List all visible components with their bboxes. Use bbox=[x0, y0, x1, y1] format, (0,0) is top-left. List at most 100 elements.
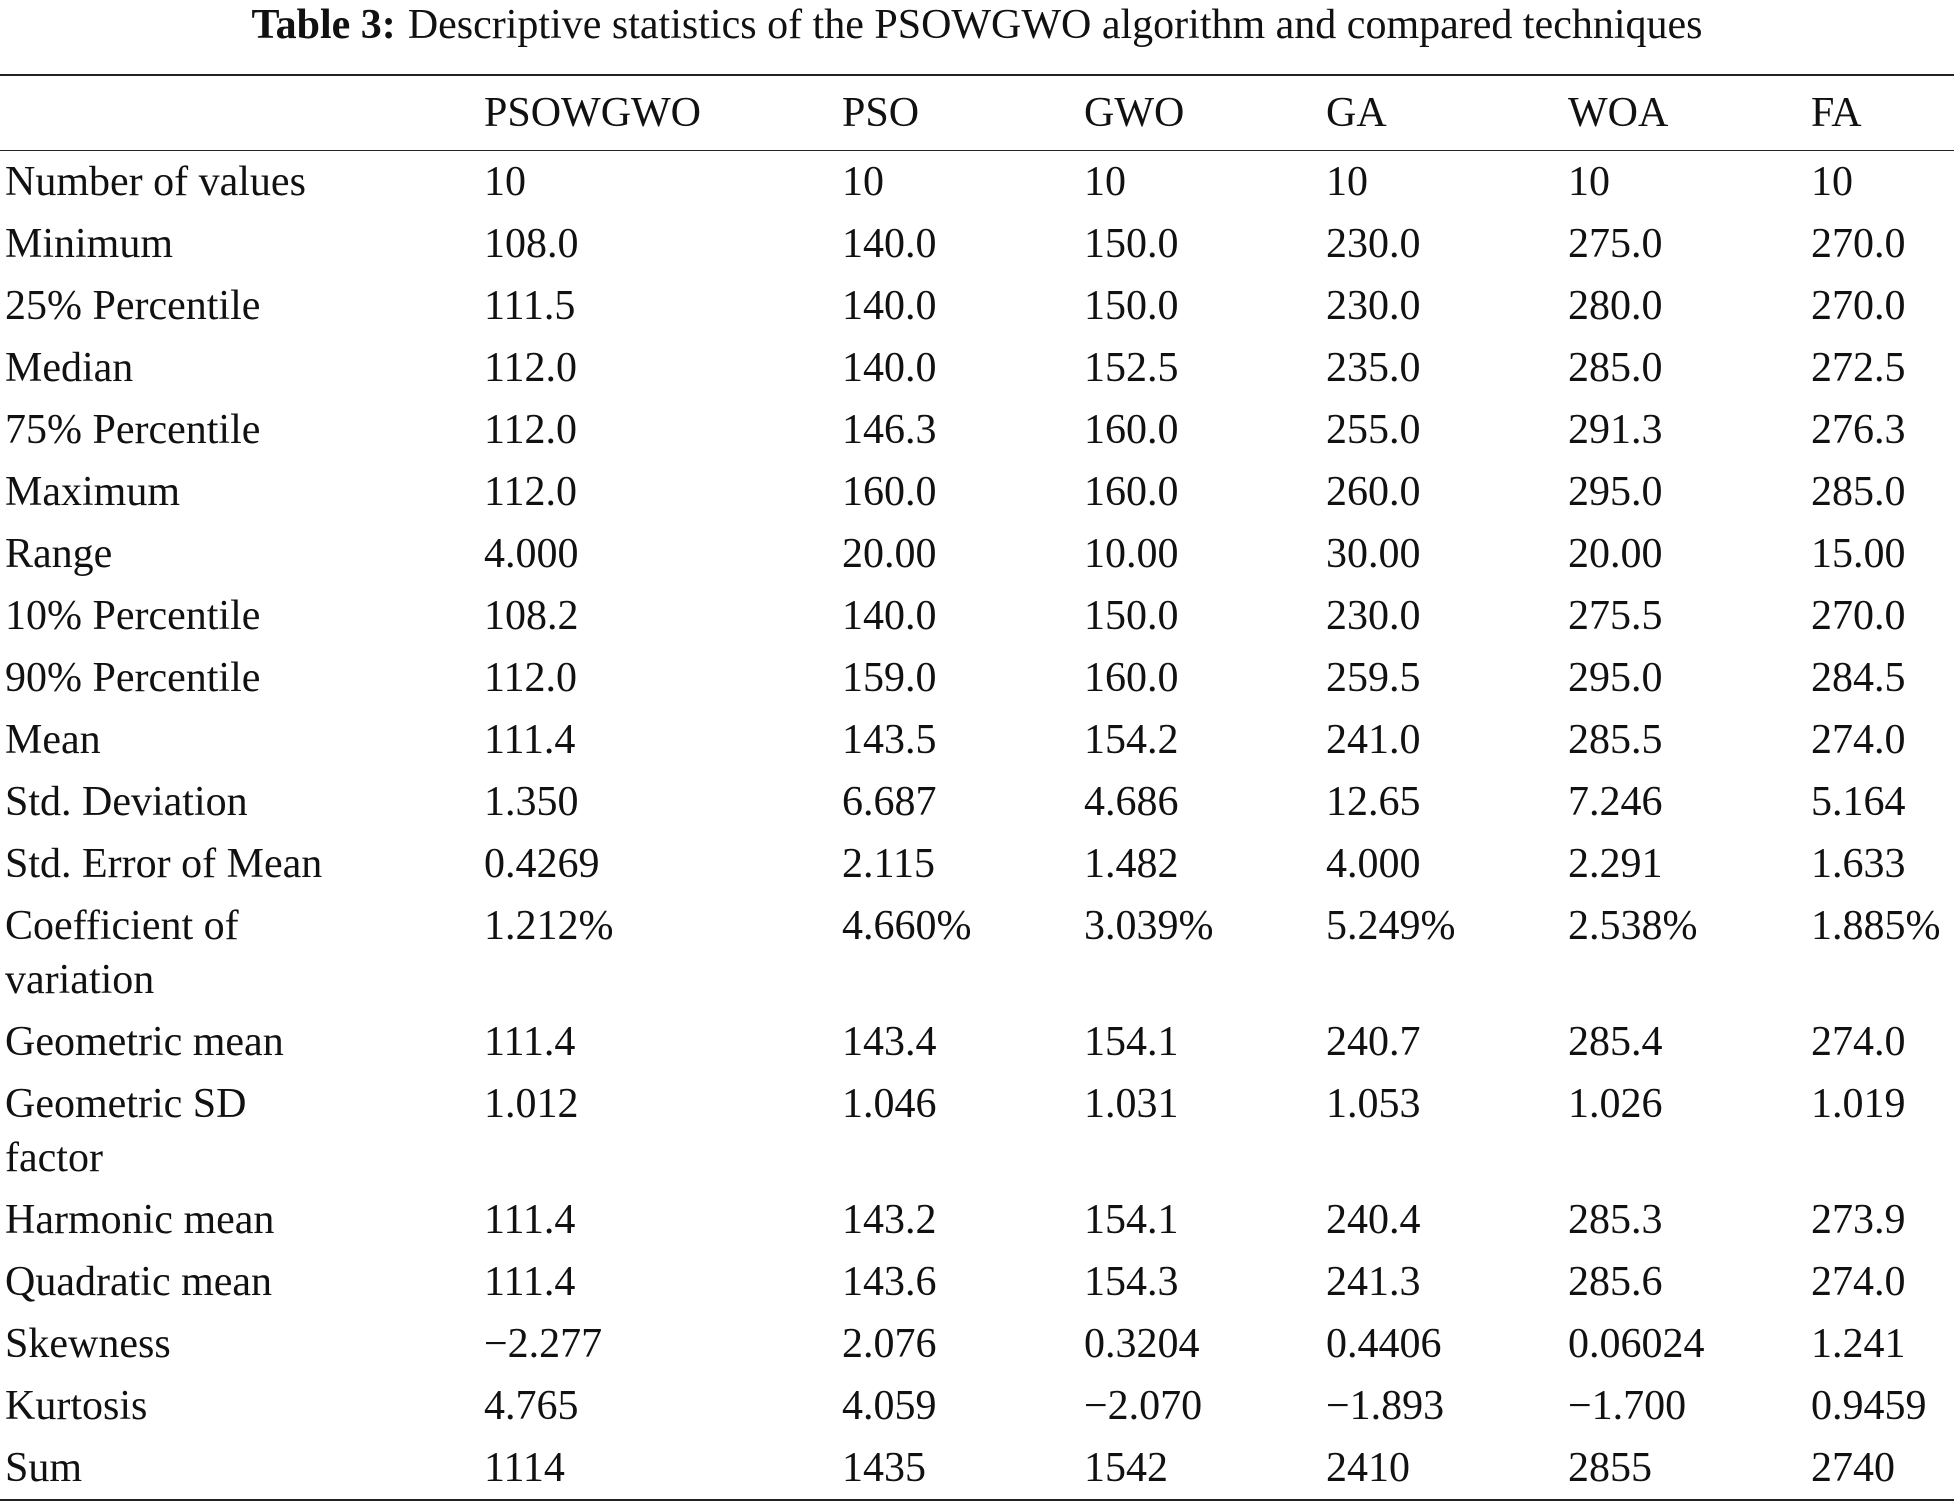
row-label: 10% Percentile bbox=[5, 593, 261, 639]
column-header: FA bbox=[1811, 90, 1862, 136]
cell: 4.000 bbox=[1326, 841, 1421, 887]
table-row: 10% Percentile 108.2 140.0 150.0 230.0 275.5 2… bbox=[0, 585, 1954, 647]
cell: 1.241 bbox=[1811, 1321, 1906, 1367]
cell: 20.00 bbox=[1568, 531, 1663, 577]
cell: 241.3 bbox=[1326, 1259, 1421, 1305]
cell: 10 bbox=[484, 159, 526, 205]
cell: 154.1 bbox=[1084, 1019, 1179, 1065]
column-header: GA bbox=[1326, 90, 1387, 136]
table-row: Quadratic mean 111.4 143.6 154.3 241.3 285.6 2… bbox=[0, 1251, 1954, 1313]
table-row: Geometric SD factor 1.012 1.046 1.031 1.053 1… bbox=[0, 1073, 1954, 1189]
cell: −1.893 bbox=[1326, 1383, 1445, 1429]
cell: 0.4406 bbox=[1326, 1321, 1442, 1367]
cell: 140.0 bbox=[842, 345, 937, 391]
table-row: Median 112.0 140.0 152.5 235.0 285.0 272.5 bbox=[0, 337, 1954, 399]
column-header: GWO bbox=[1084, 90, 1185, 136]
table-caption: Table 3: Descriptive statistics of the PS… bbox=[0, 0, 1954, 50]
cell: 1435 bbox=[842, 1445, 926, 1491]
cell: 112.0 bbox=[484, 469, 577, 515]
cell: 274.0 bbox=[1811, 717, 1906, 763]
cell: 3.039% bbox=[1084, 903, 1214, 949]
row-label: Geometric mean bbox=[5, 1019, 284, 1065]
cell: 10 bbox=[842, 159, 884, 205]
cell: 285.6 bbox=[1568, 1259, 1663, 1305]
cell: 284.5 bbox=[1811, 655, 1906, 701]
cell: 274.0 bbox=[1811, 1019, 1906, 1065]
row-label: Geometric SD factor bbox=[5, 1081, 247, 1181]
table-row: Sum 1114 1435 1542 2410 2855 2740 bbox=[0, 1437, 1954, 1500]
cell: 240.4 bbox=[1326, 1197, 1421, 1243]
cell: 111.5 bbox=[484, 283, 576, 329]
cell: 235.0 bbox=[1326, 345, 1421, 391]
cell: 108.2 bbox=[484, 593, 579, 639]
cell: 111.4 bbox=[484, 1019, 576, 1065]
table-row: Std. Error of Mean 0.4269 2.115 1.482 4.000 2… bbox=[0, 833, 1954, 895]
table-row: 90% Percentile 112.0 159.0 160.0 259.5 295.0 2… bbox=[0, 647, 1954, 709]
cell: 276.3 bbox=[1811, 407, 1906, 453]
cell: −2.277 bbox=[484, 1321, 603, 1367]
cell: 10 bbox=[1811, 159, 1853, 205]
cell: 230.0 bbox=[1326, 221, 1421, 267]
cell: 275.5 bbox=[1568, 593, 1663, 639]
row-label: Number of values bbox=[5, 159, 306, 205]
cell: 0.9459 bbox=[1811, 1383, 1927, 1429]
statistics-table: PSOWGWO PSO GWO GA WOA FA Number of values 10 1… bbox=[0, 74, 1954, 1501]
row-label: Minimum bbox=[5, 221, 174, 267]
header-row: PSOWGWO PSO GWO GA WOA FA bbox=[0, 75, 1954, 151]
cell: 150.0 bbox=[1084, 283, 1179, 329]
cell: 285.4 bbox=[1568, 1019, 1663, 1065]
cell: 272.5 bbox=[1811, 345, 1906, 391]
cell: 143.6 bbox=[842, 1259, 937, 1305]
cell: 111.4 bbox=[484, 1197, 576, 1243]
cell: 2.538% bbox=[1568, 903, 1698, 949]
cell: 230.0 bbox=[1326, 593, 1421, 639]
table-row: Maximum 112.0 160.0 160.0 260.0 295.0 285.0 bbox=[0, 461, 1954, 523]
cell: 10 bbox=[1326, 159, 1368, 205]
table-header: PSOWGWO PSO GWO GA WOA FA bbox=[0, 75, 1954, 151]
row-label: Range bbox=[5, 531, 113, 577]
cell: 285.0 bbox=[1568, 345, 1663, 391]
cell: 285.5 bbox=[1568, 717, 1663, 763]
cell: 15.00 bbox=[1811, 531, 1906, 577]
row-label: Sum bbox=[5, 1445, 83, 1491]
cell: 1.012 bbox=[484, 1081, 579, 1127]
cell: 30.00 bbox=[1326, 531, 1421, 577]
table-row: Number of values 10 10 10 10 10 10 bbox=[0, 151, 1954, 214]
table-row: Minimum 108.0 140.0 150.0 230.0 275.0 270.0 bbox=[0, 213, 1954, 275]
cell: −1.700 bbox=[1568, 1383, 1687, 1429]
cell: 1.046 bbox=[842, 1081, 937, 1127]
cell: 1.885% bbox=[1811, 903, 1941, 949]
cell: 2740 bbox=[1811, 1445, 1895, 1491]
cell: 0.3204 bbox=[1084, 1321, 1200, 1367]
table-row: Mean 111.4 143.5 154.2 241.0 285.5 274.0 bbox=[0, 709, 1954, 771]
cell: 4.660% bbox=[842, 903, 972, 949]
cell: 1.633 bbox=[1811, 841, 1906, 887]
cell: −2.070 bbox=[1084, 1383, 1203, 1429]
cell: 259.5 bbox=[1326, 655, 1421, 701]
cell: 295.0 bbox=[1568, 469, 1663, 515]
cell: 1.019 bbox=[1811, 1081, 1906, 1127]
cell: 10 bbox=[1084, 159, 1126, 205]
cell: 143.5 bbox=[842, 717, 937, 763]
row-label: Skewness bbox=[5, 1321, 171, 1367]
cell: 10 bbox=[1568, 159, 1610, 205]
cell: 230.0 bbox=[1326, 283, 1421, 329]
row-label: Harmonic mean bbox=[5, 1197, 275, 1243]
row-label: Std. Error of Mean bbox=[5, 841, 323, 887]
cell: 1.026 bbox=[1568, 1081, 1663, 1127]
cell: 146.3 bbox=[842, 407, 937, 453]
cell: 1.482 bbox=[1084, 841, 1179, 887]
cell: 154.1 bbox=[1084, 1197, 1179, 1243]
cell: 1.053 bbox=[1326, 1081, 1421, 1127]
cell: 0.06024 bbox=[1568, 1321, 1705, 1367]
row-label: Maximum bbox=[5, 469, 180, 515]
cell: 2855 bbox=[1568, 1445, 1652, 1491]
cell: 4.059 bbox=[842, 1383, 937, 1429]
row-label: Std. Deviation bbox=[5, 779, 248, 825]
cell: 159.0 bbox=[842, 655, 937, 701]
cell: 0.4269 bbox=[484, 841, 600, 887]
header-corner bbox=[0, 75, 484, 151]
cell: 295.0 bbox=[1568, 655, 1663, 701]
cell: 150.0 bbox=[1084, 593, 1179, 639]
cell: 4.000 bbox=[484, 531, 579, 577]
